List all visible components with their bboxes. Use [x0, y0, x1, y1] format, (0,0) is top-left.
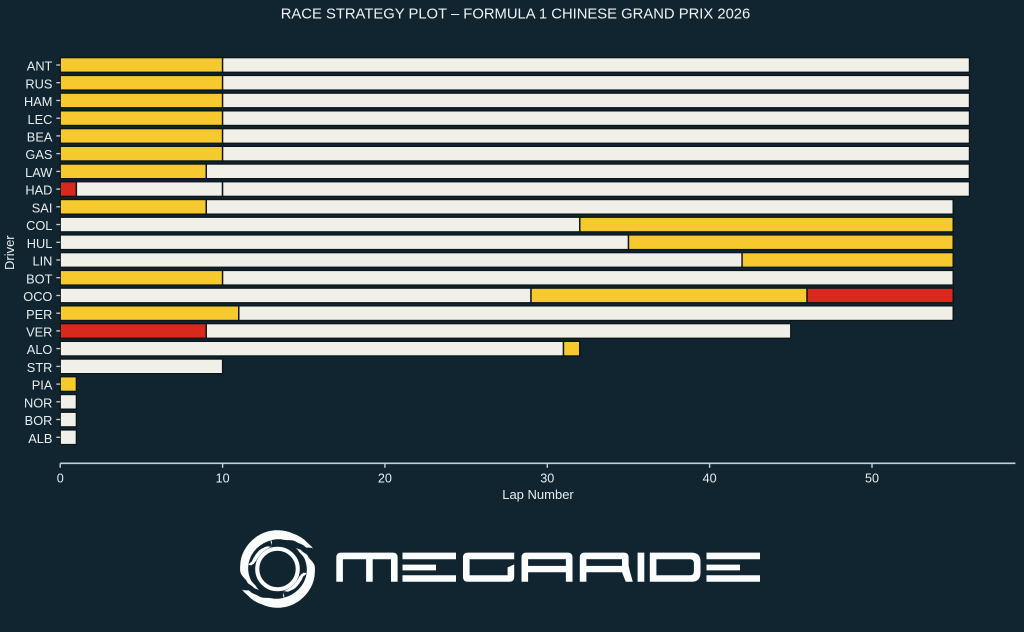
svg-text:40: 40	[703, 471, 717, 485]
svg-text:LEC: LEC	[27, 112, 52, 127]
svg-text:Driver: Driver	[2, 235, 17, 270]
svg-text:COL: COL	[26, 218, 52, 233]
svg-text:VER: VER	[26, 325, 52, 340]
svg-text:RUS: RUS	[25, 76, 52, 91]
svg-text:HAM: HAM	[24, 94, 52, 109]
svg-text:HAD: HAD	[25, 183, 52, 198]
svg-text:RACE STRATEGY PLOT – FORMULA 1: RACE STRATEGY PLOT – FORMULA 1 CHINESE G…	[281, 6, 751, 22]
svg-text:OCO: OCO	[23, 289, 52, 304]
svg-text:BOR: BOR	[25, 413, 53, 428]
svg-text:BEA: BEA	[27, 130, 53, 145]
svg-text:PER: PER	[26, 307, 52, 322]
svg-text:ALB: ALB	[28, 431, 52, 446]
svg-text:SAI: SAI	[32, 200, 53, 215]
svg-text:20: 20	[378, 471, 392, 485]
svg-text:50: 50	[865, 471, 879, 485]
svg-text:ANT: ANT	[27, 59, 53, 74]
svg-text:GAS: GAS	[25, 147, 52, 162]
svg-text:0: 0	[57, 471, 64, 485]
svg-text:ALO: ALO	[27, 342, 53, 357]
svg-text:HUL: HUL	[27, 236, 53, 251]
svg-text:Lap Number: Lap Number	[502, 487, 574, 502]
svg-text:LIN: LIN	[32, 254, 52, 269]
svg-text:30: 30	[540, 471, 554, 485]
svg-text:PIA: PIA	[32, 378, 53, 393]
svg-text:BOT: BOT	[26, 271, 52, 286]
svg-text:LAW: LAW	[25, 165, 53, 180]
svg-text:STR: STR	[27, 360, 53, 375]
svg-text:NOR: NOR	[24, 395, 52, 410]
svg-text:10: 10	[216, 471, 230, 485]
